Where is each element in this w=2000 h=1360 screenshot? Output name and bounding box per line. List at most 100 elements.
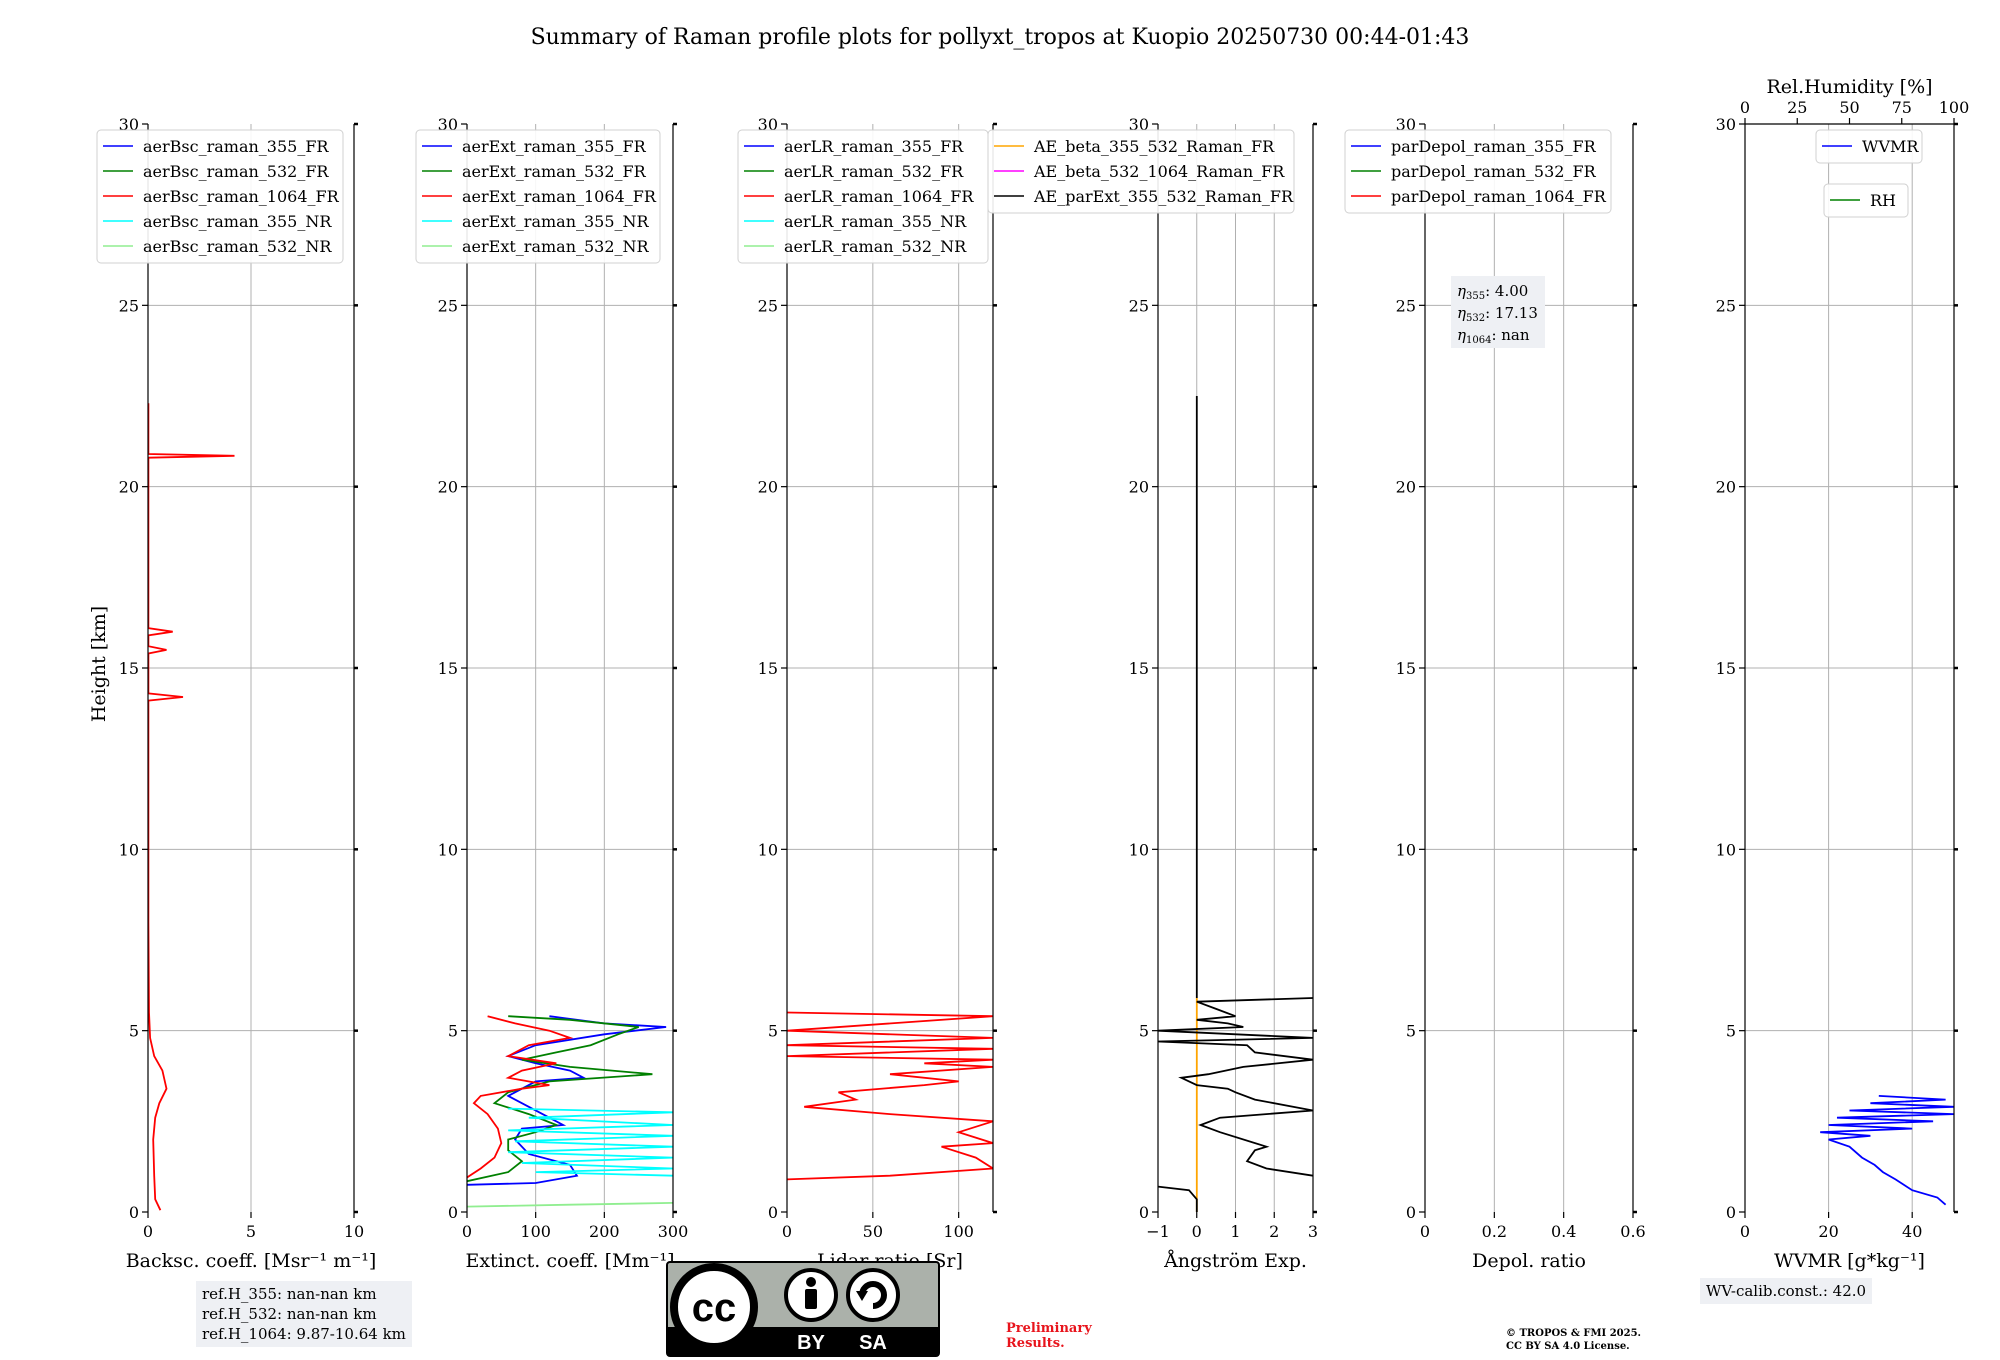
eta-box-frame (1451, 276, 1545, 348)
y-tick-label: 5 (1406, 1022, 1416, 1041)
wv-calib-const: WV-calib.const.: 42.0 (1706, 1282, 1867, 1300)
legend: RH (1823, 183, 1909, 218)
x-tick-label: 3 (1308, 1222, 1318, 1241)
prelim-line-1: Preliminary (1006, 1321, 1092, 1336)
y-tick-label: 15 (119, 659, 139, 678)
x-tick-label: 200 (589, 1222, 620, 1241)
series-group (1158, 396, 1313, 1212)
cc-logo-text: cc (692, 1286, 737, 1330)
y-tick-label: 10 (1716, 840, 1736, 859)
y-tick-label: 10 (119, 840, 139, 859)
series-line-aerext-raman-355-nr (508, 1107, 673, 1177)
y-tick-label: 20 (119, 478, 139, 497)
legend: aerExt_raman_355_FR aerExt_raman_532_FRae… (415, 129, 661, 264)
y-tick-label: 20 (1716, 478, 1736, 497)
y-tick-label: 5 (1726, 1022, 1736, 1041)
eta-value: : 4.00 (1485, 282, 1528, 300)
eta-line: η532: 17.13 (1457, 304, 1538, 324)
legend-label: aerExt_raman_355_FR (462, 137, 647, 156)
legend-frame (1815, 129, 1923, 164)
x-top-tick-label: 100 (1939, 98, 1970, 117)
y-axis-label: Height [km] (88, 606, 110, 722)
series-line-aerext-raman-1064-fr (467, 1015, 574, 1179)
figure-title: Summary of Raman profile plots for polly… (531, 25, 1470, 50)
legend-label: aerLR_raman_532_FR (784, 162, 964, 181)
series-group (467, 1015, 673, 1208)
y-tick-label: 30 (438, 115, 458, 134)
x-tick-label: 100 (520, 1222, 551, 1241)
legend-frame (96, 129, 344, 264)
y-tick-label: 25 (1716, 296, 1736, 315)
y-tick-label: 20 (1396, 478, 1416, 497)
reference-height-box: ref.H_355: nan-nan km ref.H_532: nan-nan… (196, 1281, 412, 1347)
y-tick-label: 0 (448, 1203, 458, 1222)
legend-label: aerLR_raman_355_NR (784, 212, 967, 231)
y-tick-label: 10 (1396, 840, 1416, 859)
x-tick-label: 40 (1902, 1222, 1922, 1241)
y-tick-label: 30 (758, 115, 778, 134)
y-tick-label: 0 (768, 1203, 778, 1222)
eta-subscript: 355 (1466, 291, 1485, 302)
x-tick-label: 0.4 (1551, 1222, 1576, 1241)
legend-frame (987, 129, 1295, 214)
x-tick-label: 0.2 (1482, 1222, 1507, 1241)
x-top-tick-label: 75 (1892, 98, 1912, 117)
series-line-aerbsc-raman-1064-fr (148, 403, 235, 1211)
legend: WVMR (1815, 129, 1923, 164)
cc-logo-icon (670, 1263, 758, 1351)
y-tick-label: 30 (1129, 115, 1149, 134)
legend-label: AE_parExt_355_532_Raman_FR (1033, 187, 1294, 206)
eta-symbol: η (1457, 282, 1466, 300)
x-tick-label: 300 (658, 1222, 689, 1241)
y-tick-label: 25 (1129, 296, 1149, 315)
legend-label: aerExt_raman_532_FR (462, 162, 647, 181)
legend-label: aerExt_raman_532_NR (462, 237, 650, 256)
series-group (787, 1011, 993, 1181)
x-top-tick-label: 0 (1740, 98, 1750, 117)
y-tick-label: 5 (129, 1022, 139, 1041)
prelim-line-2: Results. (1006, 1336, 1065, 1351)
series-line-aerext-raman-532-fr (467, 1015, 653, 1183)
y-tick-label: 25 (438, 296, 458, 315)
eta-line: η355: 4.00 (1457, 282, 1528, 302)
series-line-aerlr-raman-1064-fr (787, 1011, 993, 1181)
y-tick-label: 15 (1129, 659, 1149, 678)
copyright-line-2: CC BY SA 4.0 License. (1506, 1341, 1630, 1352)
x-tick-label: 0 (1420, 1222, 1430, 1241)
preliminary-results-note: Preliminary Results. (1006, 1321, 1092, 1351)
legend: parDepol_raman_355_FR parDepol_raman_532_… (1344, 129, 1612, 214)
x-tick-label: 0 (1740, 1222, 1750, 1241)
x-tick-label: 2 (1269, 1222, 1279, 1241)
x-tick-label: 0.6 (1620, 1222, 1645, 1241)
eta-subscript: 532 (1466, 313, 1485, 324)
legend-label: AE_beta_355_532_Raman_FR (1033, 137, 1275, 156)
x-top-tick-label: 50 (1839, 98, 1859, 117)
y-tick-label: 5 (1139, 1022, 1149, 1041)
ref-height-1064: ref.H_1064: 9.87-10.64 km (202, 1325, 406, 1343)
legend-frame (415, 129, 661, 264)
series-line-ae-parext-lower (1158, 1185, 1198, 1212)
x-tick-label: −1 (1146, 1222, 1170, 1241)
x-axis-label: Ångström Exp. (1163, 1250, 1307, 1272)
y-tick-label: 25 (758, 296, 778, 315)
x-tick-label: 20 (1818, 1222, 1838, 1241)
eta-value: : nan (1491, 326, 1529, 344)
legend-label: aerBsc_raman_532_NR (143, 237, 332, 256)
legend-label: aerBsc_raman_1064_FR (143, 187, 340, 206)
legend-label: AE_beta_532_1064_Raman_FR (1033, 162, 1285, 181)
y-tick-label: 0 (129, 1203, 139, 1222)
legend-label: aerLR_raman_355_FR (784, 137, 964, 156)
legend-label: aerBsc_raman_532_FR (143, 162, 329, 181)
series-line-aerext-raman-532-nr (467, 1202, 673, 1208)
x-tick-label: 10 (344, 1222, 364, 1241)
y-tick-label: 0 (1406, 1203, 1416, 1222)
ref-height-532: ref.H_532: nan-nan km (202, 1305, 377, 1323)
x-axis-label: Backsc. coeff. [Msr⁻¹ m⁻¹] (126, 1250, 377, 1272)
x-tick-label: 0 (462, 1222, 472, 1241)
y-tick-label: 15 (1716, 659, 1736, 678)
panel-5: 0 5 10 15 20 25 30 0 0.2 0.4 0.6 Depol. ratio parDep… (1344, 115, 1646, 1272)
copyright-line-1: © TROPOS & FMI 2025. (1506, 1328, 1642, 1339)
